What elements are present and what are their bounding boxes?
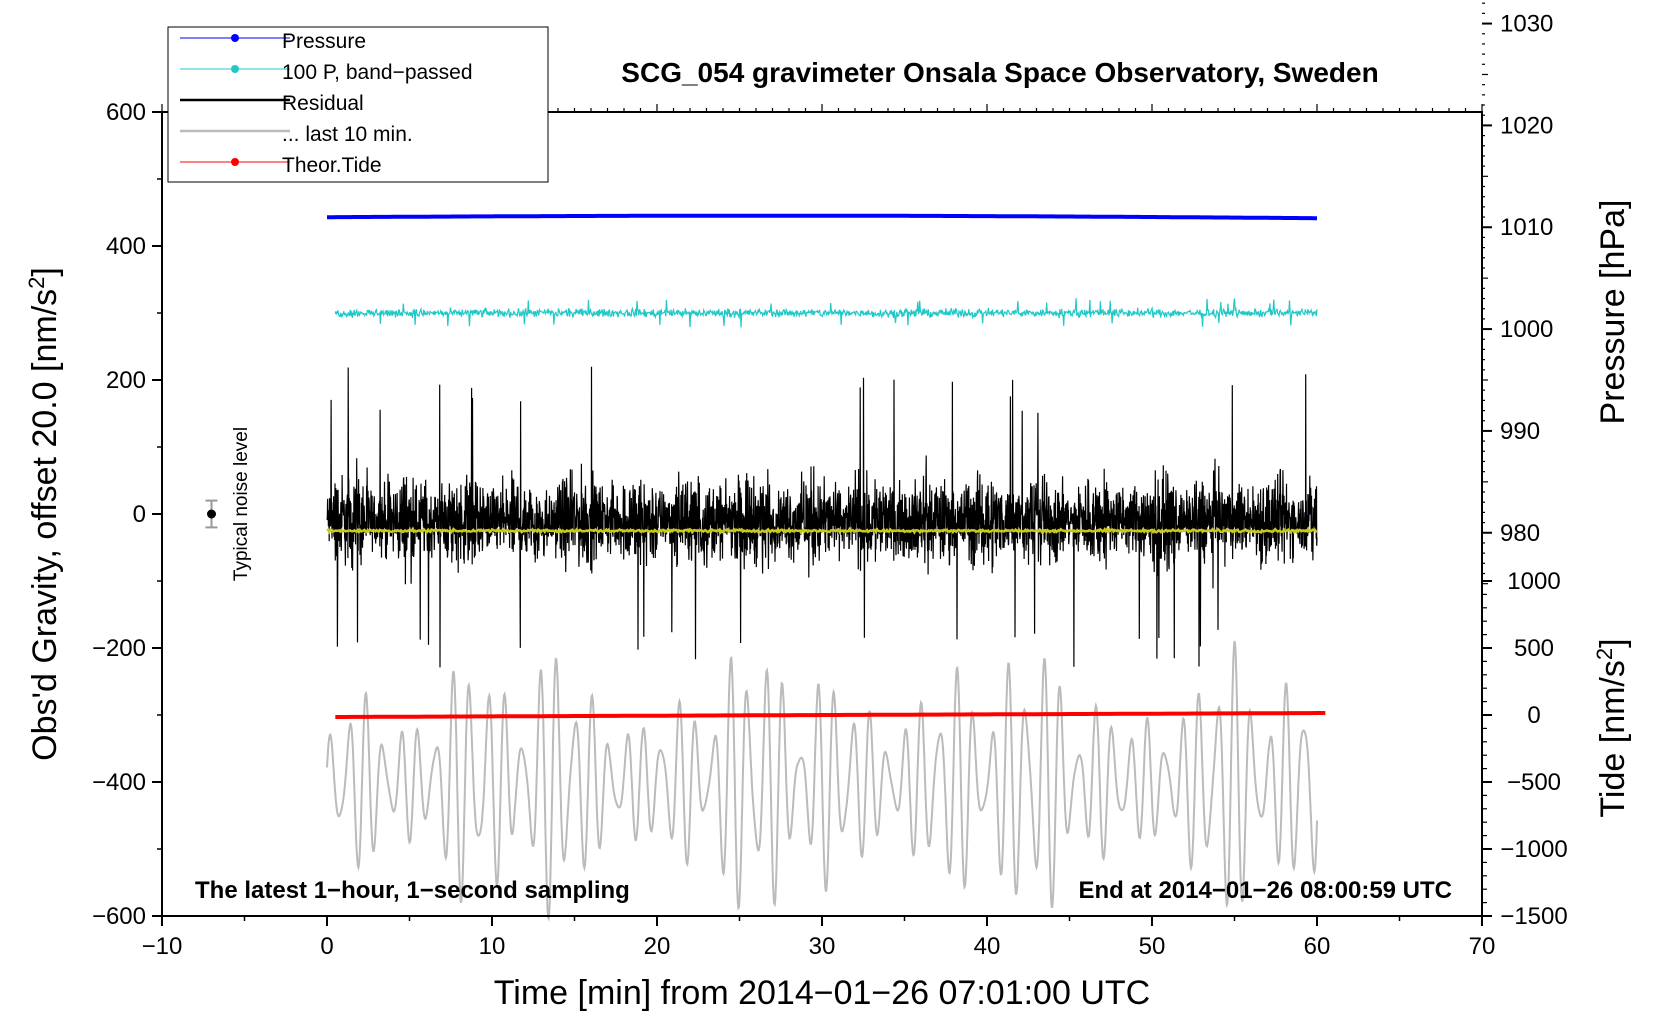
legend-label-last-10-min: ... last 10 min. xyxy=(282,123,413,146)
tide-tick-label: 1000 xyxy=(1507,568,1560,595)
legend: Pressure 100 P, band−passed Residual ...… xyxy=(167,26,549,183)
annotation-left: The latest 1−hour, 1−second sampling xyxy=(195,877,630,904)
series-residual-smoothed xyxy=(326,526,1318,536)
pressure-tick-label: 1020 xyxy=(1500,112,1553,139)
pressure-tick-label: 1030 xyxy=(1500,11,1553,38)
y-tick-label: −400 xyxy=(92,769,146,796)
y-tick-label: −200 xyxy=(92,635,146,662)
legend-label-theor-tide: Theor.Tide xyxy=(282,154,382,177)
legend-label-residual: Residual xyxy=(282,92,364,115)
y-tick-label: −600 xyxy=(92,903,146,930)
pressure-tick-label: 990 xyxy=(1500,418,1540,445)
legend-swatch-marker xyxy=(231,34,239,42)
x-tick-label: 10 xyxy=(479,933,506,960)
tide-tick-label: −1000 xyxy=(1500,836,1567,863)
x-axis-title: Time [min] from 2014−01−26 07:01:00 UTC xyxy=(494,974,1150,1012)
tide-tick-label: −500 xyxy=(1507,769,1561,796)
y-tick-label: 0 xyxy=(133,501,146,528)
legend-label-bandpassed: 100 P, band−passed xyxy=(282,61,473,84)
x-tick-label: 20 xyxy=(644,933,671,960)
legend-swatch-marker xyxy=(231,65,239,73)
y-tick-label: 400 xyxy=(106,233,146,260)
x-tick-label: 70 xyxy=(1469,933,1496,960)
noise-point xyxy=(207,509,216,519)
y-tick-label: 600 xyxy=(106,99,146,126)
y-axis-title-left: Obs'd Gravity, offset 20.0 [nm/s2] xyxy=(24,267,64,761)
legend-label-pressure: Pressure xyxy=(282,30,366,53)
y-axis-title-left-sup: 2 xyxy=(24,277,49,289)
x-tick-label: 0 xyxy=(320,933,333,960)
x-tick-label: 50 xyxy=(1139,933,1166,960)
y-axis-title-left-main: Obs'd Gravity, offset 20.0 [nm/s xyxy=(26,289,64,761)
series-theor-tide xyxy=(335,711,1326,719)
y-axis-title-left-close: ] xyxy=(26,267,64,276)
y-axis-title-pressure: Pressure [hPa] xyxy=(1594,200,1632,425)
x-tick-label: 40 xyxy=(974,933,1001,960)
tide-tick-label: −1500 xyxy=(1500,903,1567,930)
series-pressure xyxy=(327,213,1317,221)
pressure-tick-label: 1010 xyxy=(1500,214,1553,241)
ticks-layer: −10 0 10 20 30 40 50 60 706004002000−200−400−600… xyxy=(92,2,1568,960)
y-axis-title-tide-close: ] xyxy=(1594,638,1632,647)
series-last-10-min xyxy=(326,640,1318,922)
pressure-tick-label: 1000 xyxy=(1500,316,1553,343)
noise-marker xyxy=(205,499,218,529)
series-bandpassed xyxy=(334,298,1318,328)
noise-level-label: Typical noise level xyxy=(231,427,252,581)
y-axis-title-tide: Tide [nm/s2] xyxy=(1592,638,1632,817)
chart-title: SCG_054 gravimeter Onsala Space Observat… xyxy=(621,57,1378,88)
tide-tick-label: 500 xyxy=(1514,635,1554,662)
y-tick-label: 200 xyxy=(106,367,146,394)
tide-tick-label: 0 xyxy=(1527,702,1540,729)
legend-swatch-marker xyxy=(231,158,239,166)
pressure-tick-label: 980 xyxy=(1500,520,1540,547)
x-tick-label: 60 xyxy=(1304,933,1331,960)
series-layer xyxy=(326,213,1326,922)
y-axis-title-tide-sup: 2 xyxy=(1592,648,1617,660)
legend-box xyxy=(167,26,549,183)
x-tick-label: 30 xyxy=(809,933,836,960)
legend-items xyxy=(180,34,290,166)
x-tick-label: −10 xyxy=(142,933,183,960)
annotation-right: End at 2014−01−26 08:00:59 UTC xyxy=(1078,877,1452,904)
series-residual xyxy=(326,366,1318,668)
y-axis-title-tide-main: Tide [nm/s xyxy=(1594,660,1632,817)
